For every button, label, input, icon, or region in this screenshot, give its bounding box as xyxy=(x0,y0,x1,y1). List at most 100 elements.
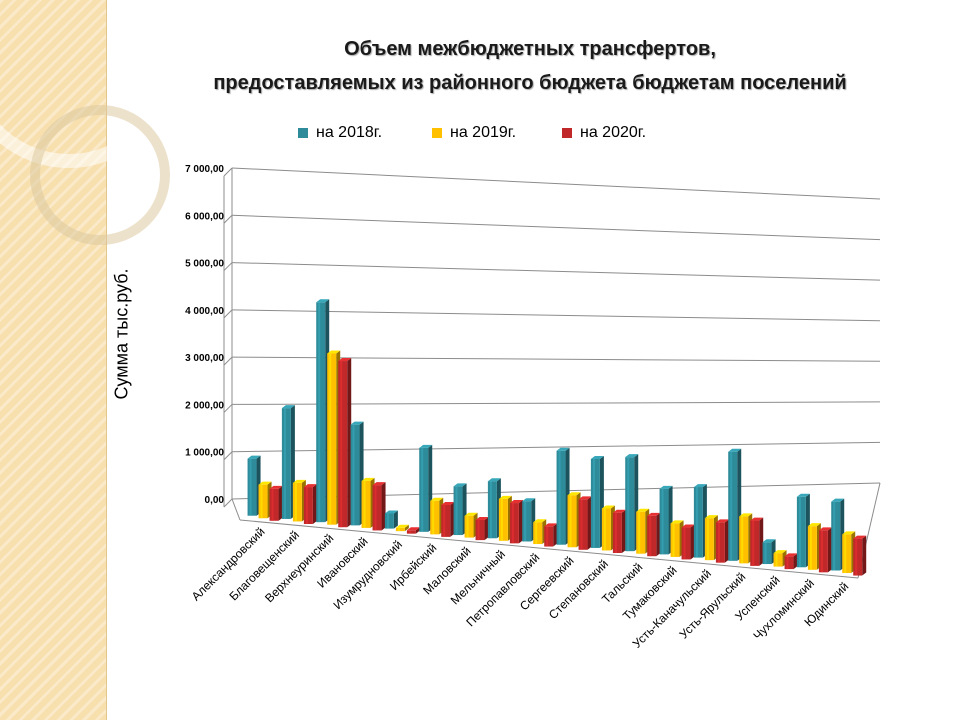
bar-top xyxy=(578,496,592,500)
legend-swatch-2019 xyxy=(432,128,442,138)
bar-top xyxy=(842,531,856,535)
bar-front xyxy=(430,500,440,535)
bar xyxy=(544,523,558,547)
chart-title-line2: предоставляемых из районного бюджета бюд… xyxy=(213,72,847,94)
bar-top xyxy=(350,421,364,425)
bar-top xyxy=(567,492,581,496)
bar-front xyxy=(395,527,405,532)
bar-side xyxy=(587,496,592,550)
y-tick-label: 6 000,00 xyxy=(185,211,224,222)
bar-group xyxy=(762,539,798,570)
bar-front xyxy=(292,482,302,522)
bar-highlight xyxy=(672,523,675,557)
bar-group xyxy=(316,299,352,528)
bar-front xyxy=(647,515,657,557)
bar-group xyxy=(590,455,626,553)
bar-front xyxy=(453,486,463,536)
bar-side xyxy=(690,524,695,560)
gridline-wall-edge xyxy=(223,356,233,366)
bar-highlight xyxy=(844,534,847,574)
bar xyxy=(509,500,523,544)
bar-top xyxy=(773,550,787,554)
bar-front xyxy=(807,526,817,570)
bar-highlight xyxy=(580,499,583,550)
bar-side xyxy=(347,358,352,528)
bar-top xyxy=(762,539,776,543)
bar-top xyxy=(509,500,523,504)
bar-highlight xyxy=(661,488,664,555)
bar-top xyxy=(372,482,386,486)
bar-highlight xyxy=(386,513,389,529)
bar-highlight xyxy=(717,522,720,563)
bar-top xyxy=(430,497,444,501)
bar-top xyxy=(784,553,798,557)
bar-front xyxy=(773,553,783,567)
bar xyxy=(406,527,420,534)
bar-top xyxy=(647,512,661,516)
bar xyxy=(647,512,661,557)
y-tick-label: 1 000,00 xyxy=(185,448,224,459)
bar-front xyxy=(842,534,852,574)
bar-highlight xyxy=(569,495,572,548)
bar-side xyxy=(381,482,386,531)
bar-front xyxy=(670,523,680,557)
bar-top xyxy=(258,481,272,485)
bar-front xyxy=(704,518,714,561)
bar-highlight xyxy=(305,487,308,524)
bar-front xyxy=(247,458,257,516)
bar-highlight xyxy=(614,512,617,553)
bar-group xyxy=(281,405,317,524)
bar-front xyxy=(441,504,451,537)
gridline-wall-edge xyxy=(223,214,233,224)
bar-front xyxy=(406,530,416,534)
bar xyxy=(612,509,626,553)
bar-front xyxy=(361,480,371,528)
bar-front xyxy=(533,522,543,545)
bar-front xyxy=(796,496,806,568)
bar-highlight xyxy=(249,458,252,516)
bar-side xyxy=(312,484,317,524)
bar-highlight xyxy=(455,486,458,536)
bar-highlight xyxy=(603,508,606,551)
bar-group xyxy=(453,483,489,541)
gridline-wall-edge xyxy=(223,262,233,271)
bar-side xyxy=(278,485,283,521)
gridline-wall-edge xyxy=(223,309,233,319)
bar xyxy=(818,527,832,573)
bar-side xyxy=(759,517,764,566)
bar-highlight xyxy=(318,302,321,523)
bar-highlight xyxy=(752,520,755,566)
bar xyxy=(715,519,729,563)
bar-front xyxy=(544,526,554,547)
gridline xyxy=(231,309,881,322)
bar-top xyxy=(384,510,398,514)
legend-label-2018: на 2018г. xyxy=(316,124,383,141)
bar xyxy=(681,524,695,560)
bar xyxy=(269,485,283,521)
bar-highlight xyxy=(466,515,469,538)
bar-top xyxy=(487,478,501,482)
y-tick-label: 0,00 xyxy=(205,495,225,506)
bar-front xyxy=(693,487,703,558)
bar-top xyxy=(361,477,375,481)
bar xyxy=(441,501,455,537)
legend-swatch-2018 xyxy=(298,128,308,138)
bar xyxy=(475,516,489,541)
bar-top xyxy=(544,523,558,527)
bar-side xyxy=(656,512,661,557)
bar-highlight xyxy=(374,485,377,531)
bar-highlight xyxy=(329,353,332,525)
gridline-wall-edge xyxy=(223,451,233,461)
bar-front xyxy=(681,527,691,560)
bar-highlight xyxy=(260,484,263,519)
bar-group xyxy=(693,484,729,563)
legend-swatch-2020 xyxy=(562,128,572,138)
bar-top xyxy=(327,350,341,354)
bar-top xyxy=(636,508,650,512)
bar-top xyxy=(406,527,420,531)
bar-top xyxy=(556,447,570,451)
bar-top xyxy=(739,513,753,517)
decorative-side-strip xyxy=(0,0,178,720)
bar-group xyxy=(796,493,832,573)
bar-top xyxy=(269,485,283,489)
